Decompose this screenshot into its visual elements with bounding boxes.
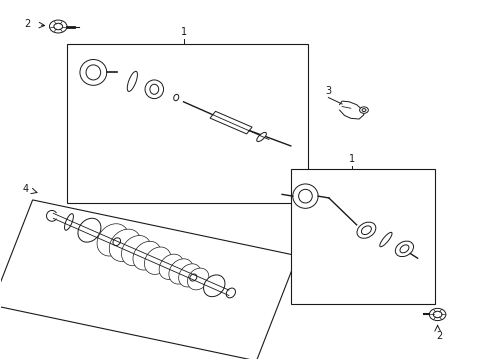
Ellipse shape [86,65,101,80]
Ellipse shape [203,275,224,297]
Ellipse shape [173,94,179,101]
Bar [66,44,307,203]
Ellipse shape [127,71,137,91]
Text: 4: 4 [23,184,29,194]
Ellipse shape [298,189,312,203]
Ellipse shape [361,226,370,235]
Ellipse shape [226,288,235,298]
Ellipse shape [399,245,408,253]
Bar [290,169,434,304]
Ellipse shape [150,84,158,94]
Ellipse shape [159,254,183,279]
Ellipse shape [379,232,391,247]
Text: 2: 2 [435,331,442,341]
Ellipse shape [113,238,121,246]
Ellipse shape [394,241,413,257]
Ellipse shape [359,107,367,113]
Ellipse shape [432,311,441,318]
Ellipse shape [187,268,208,290]
Ellipse shape [256,132,266,141]
Polygon shape [0,200,297,360]
Ellipse shape [428,309,445,320]
Ellipse shape [54,23,62,30]
Ellipse shape [78,218,101,242]
Ellipse shape [133,241,161,270]
Text: 1: 1 [180,27,186,37]
Text: 2: 2 [24,19,31,29]
FancyArrow shape [210,111,252,134]
Ellipse shape [144,247,171,274]
Text: 1: 1 [348,154,354,164]
Ellipse shape [80,59,106,85]
Ellipse shape [121,235,151,266]
Ellipse shape [168,259,193,284]
Ellipse shape [361,109,365,112]
Ellipse shape [49,20,67,33]
Text: 3: 3 [325,86,331,96]
Ellipse shape [109,229,141,261]
Ellipse shape [356,222,375,238]
Ellipse shape [97,224,128,256]
Ellipse shape [292,184,318,208]
Ellipse shape [189,274,197,281]
Ellipse shape [64,213,73,230]
Ellipse shape [145,80,163,99]
Ellipse shape [178,264,201,287]
